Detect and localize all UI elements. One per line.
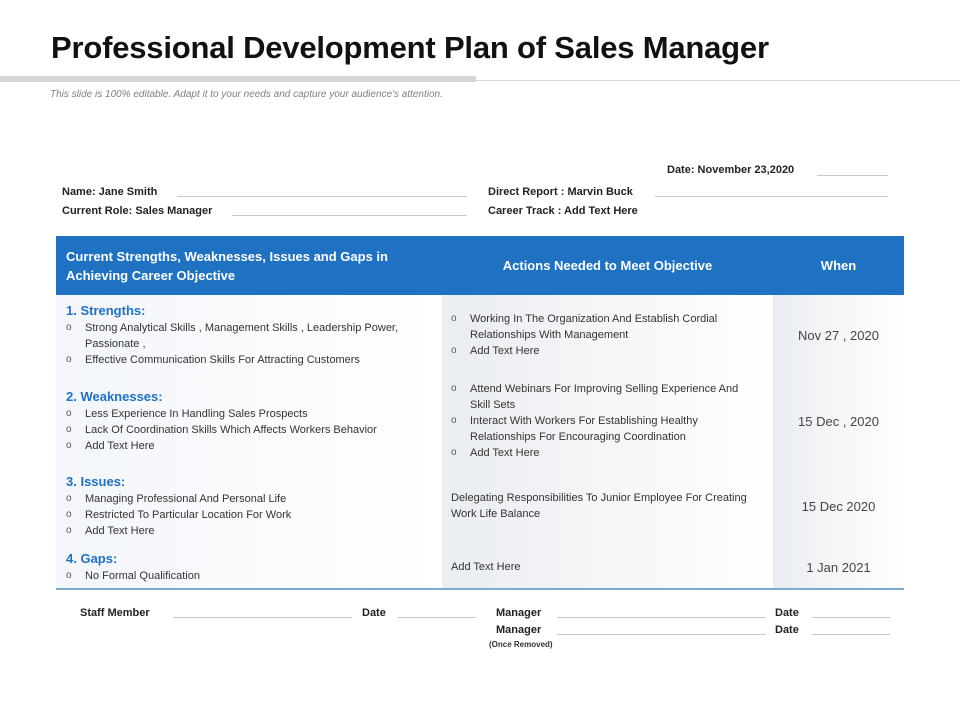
table-header: Current Strengths, Weaknesses, Issues an… [56, 236, 904, 295]
bullet-marker: o [66, 570, 72, 581]
header-strengths-weaknesses: Current Strengths, Weaknesses, Issues an… [66, 249, 388, 283]
current-role-line [232, 215, 467, 216]
action-text: Add Text Here [451, 561, 521, 573]
staff-member-label: Staff Member [80, 607, 150, 619]
list-item: o Less Experience In Handling Sales Pros… [66, 408, 308, 420]
section-heading-gaps: 4. Gaps: [66, 551, 118, 566]
title-underline-thick [0, 76, 476, 82]
when-date: 1 Jan 2021 [806, 560, 871, 575]
bullet-marker: o [66, 440, 72, 451]
manager2-date-label: Date [775, 624, 799, 636]
table-bottom-border [56, 588, 904, 590]
manager-date-line [812, 617, 890, 618]
staff-date-label: Date [362, 607, 386, 619]
manager2-line [557, 634, 766, 635]
page-subtitle: This slide is 100% editable. Adapt it to… [50, 89, 443, 100]
bullet-marker: o [451, 313, 457, 324]
manager-label: Manager [496, 607, 542, 619]
manager-line [557, 617, 766, 618]
career-track-field: Career Track : Add Text Here [488, 205, 638, 217]
list-item: o No Formal Qualification [66, 570, 200, 582]
date-field: Date: November 23,2020 [667, 164, 795, 176]
bullet-marker: o [66, 322, 72, 333]
list-item: o Effective Communication Skills For Att… [66, 354, 360, 366]
bullet-marker: o [66, 509, 72, 520]
section-heading-strengths: 1. Strengths: [66, 303, 146, 318]
current-role-field: Current Role: Sales Manager [62, 205, 213, 217]
list-item: o Add Text Here [451, 447, 540, 459]
bullet-marker: o [451, 415, 457, 426]
list-item: o Working In The Organization And Establ… [451, 313, 718, 341]
bullet-marker: o [66, 424, 72, 435]
title-underline-thin [476, 80, 960, 81]
direct-report-field: Direct Report : Marvin Buck [488, 186, 633, 198]
list-item: o Interact With Workers For Establishing… [451, 415, 698, 443]
date-line [817, 175, 888, 176]
when-date: 15 Dec , 2020 [798, 414, 879, 429]
list-item: o Managing Professional And Personal Lif… [66, 493, 287, 505]
page-title: Professional Development Plan of Sales M… [51, 30, 769, 65]
table-column-assessment [56, 295, 442, 588]
list-item: o Lack Of Coordination Skills Which Affe… [66, 424, 377, 436]
action-text: Delegating Responsibilities To Junior Em… [451, 492, 747, 520]
when-date: 15 Dec 2020 [801, 499, 876, 514]
list-item: o Add Text Here [66, 525, 155, 537]
list-item: o Add Text Here [451, 345, 540, 357]
bullet-marker: o [451, 383, 457, 394]
header-actions: Actions Needed to Meet Objective [502, 258, 713, 273]
bullet-marker: o [451, 447, 457, 458]
direct-report-line [655, 196, 888, 197]
section-heading-issues: 3. Issues: [66, 474, 126, 489]
bullet-marker: o [451, 345, 457, 356]
name-field: Name: Jane Smith [62, 186, 158, 198]
once-removed-label: (Once Removed) [489, 640, 553, 649]
manager2-label: Manager [496, 624, 542, 636]
table-column-when [773, 295, 904, 588]
section-heading-weaknesses: 2. Weaknesses: [66, 389, 163, 404]
manager-date-label: Date [775, 607, 799, 619]
list-item: o Strong Analytical Skills , Management … [66, 322, 399, 350]
bullet-marker: o [66, 408, 72, 419]
when-date: Nov 27 , 2020 [798, 328, 879, 343]
table-column-actions [442, 295, 773, 588]
staff-member-line [173, 617, 352, 618]
bullet-marker: o [66, 493, 72, 504]
name-line [177, 196, 467, 197]
staff-date-line [398, 617, 476, 618]
list-item: o Restricted To Particular Location For … [66, 509, 292, 521]
manager2-date-line [812, 634, 890, 635]
bullet-marker: o [66, 525, 72, 536]
list-item: o Attend Webinars For Improving Selling … [451, 383, 739, 411]
bullet-marker: o [66, 354, 72, 365]
header-when: When [820, 258, 857, 273]
list-item: o Add Text Here [66, 440, 155, 452]
